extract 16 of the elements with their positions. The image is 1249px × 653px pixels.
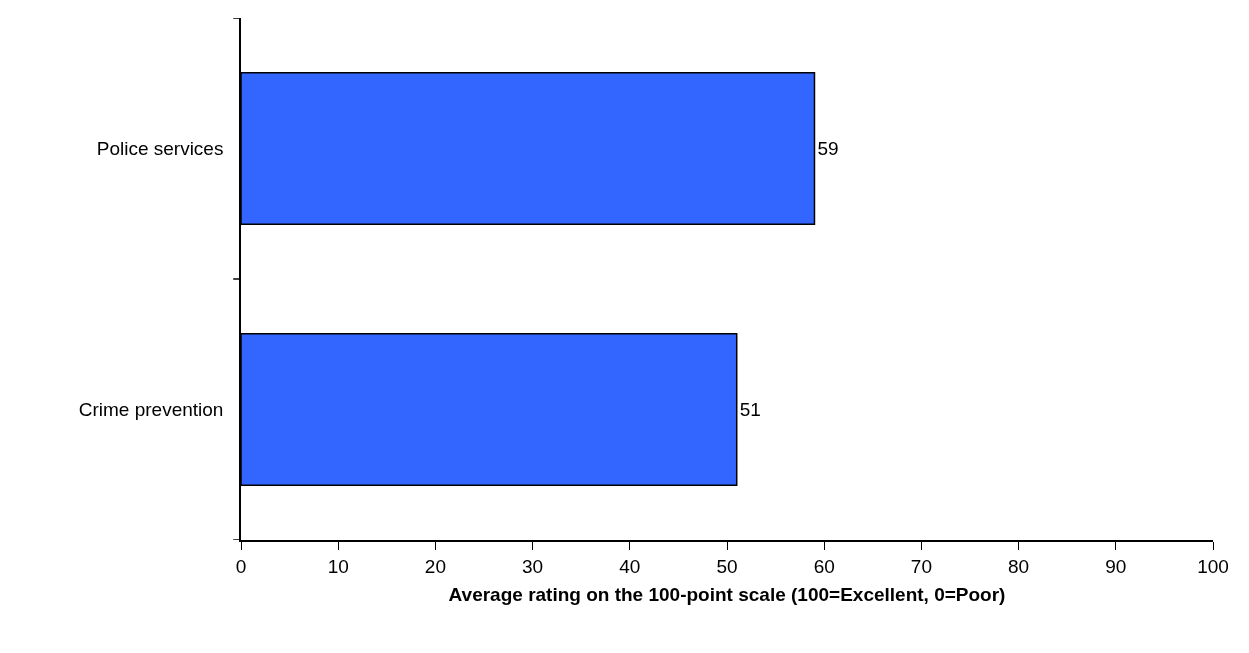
x-tick-label: 80	[1008, 555, 1030, 577]
x-tick-label: 50	[716, 555, 738, 577]
x-tick-label: 90	[1105, 555, 1127, 577]
x-tick-label: 70	[910, 555, 932, 577]
x-tick-label: 40	[619, 555, 641, 577]
x-tick-label: 20	[424, 555, 446, 577]
y-tick-label: Crime prevention	[78, 399, 224, 421]
x-tick-label: 30	[522, 555, 544, 577]
x-tick-label: 100	[1197, 555, 1229, 577]
data-label: 59	[817, 138, 839, 159]
y-tick-label: Police services	[96, 138, 224, 160]
x-tick-label: 0	[235, 555, 247, 577]
data-label: 51	[739, 399, 761, 420]
x-axis-title: Average rating on the 100-point scale (100=Excellent, 0=Poor)	[448, 583, 1006, 605]
x-tick-label: 10	[327, 555, 349, 577]
x-tick-label: 60	[813, 555, 835, 577]
